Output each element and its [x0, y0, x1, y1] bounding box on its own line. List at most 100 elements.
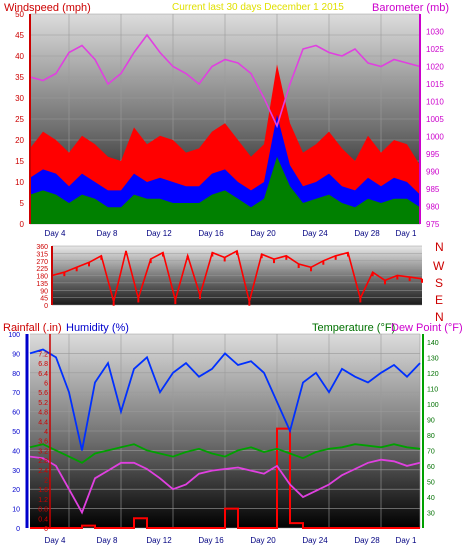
direction-letter-n-bottom: N	[435, 310, 444, 324]
baro-y-tick-label: 1010	[426, 98, 444, 107]
rain-y-tick-label: 6.8	[38, 361, 48, 368]
direction-y-tick-label: 360	[36, 244, 48, 251]
rain-y-tick-label: 5.2	[38, 400, 48, 407]
direction-y-tick-label: 225	[36, 266, 48, 273]
rainfall-line	[30, 427, 420, 529]
humidity-y-tick-label: 90	[12, 351, 20, 358]
baro-y-tick-label: 990	[426, 168, 440, 177]
wind-y-tick-label: 15	[15, 157, 24, 166]
rain-y-tick-label: 1.2	[38, 497, 48, 504]
rain-y-tick-label: 4	[44, 429, 48, 436]
humidity-y-tick-label: 70	[12, 390, 20, 397]
wind-average-area	[30, 114, 420, 224]
rain-title: Rainfall (.in)	[3, 322, 62, 334]
wind-y-tick-label: 50	[15, 10, 24, 19]
baro-y-tick-label: 1025	[426, 45, 444, 54]
wind-y-tick-label: 10	[15, 178, 24, 187]
rain-y-tick-label: 4.4	[38, 419, 48, 426]
barometer-series	[29, 33, 421, 129]
rain-y-tick-label: 6	[44, 381, 48, 388]
direction-y-tick-label: 90	[40, 288, 48, 295]
rain-y-tick-label: 3.2	[38, 448, 48, 455]
lower-x-tick-label: Day 1	[396, 536, 417, 545]
wind-y-tick-label: 40	[15, 52, 24, 61]
wind-series	[30, 64, 420, 225]
baro-y-tick-label: 980	[426, 203, 440, 212]
dewpoint-line	[29, 455, 421, 515]
wind-title: Windspeed (mph)	[4, 2, 91, 14]
wind-y-tick-label: 0	[20, 220, 25, 229]
temp-y-tick-label: 40	[427, 495, 435, 502]
humidity-y-tick-label: 50	[12, 429, 20, 436]
direction-y-tick-label: 135	[36, 281, 48, 288]
direction-y-tick-label: 45	[40, 296, 48, 303]
rain-y-tick-label: 0.4	[38, 516, 48, 523]
rain-y-tick-label: 2	[44, 478, 48, 485]
lower-x-tick-label: Day 4	[45, 536, 66, 545]
rain-y-tick-label: 7.2	[38, 351, 48, 358]
temp-y-tick-label: 30	[427, 510, 435, 517]
humidity-y-tick-label: 80	[12, 371, 20, 378]
rain-y-tick-label: 0.8	[38, 507, 48, 514]
rain-y-tick-label: 0	[44, 526, 48, 533]
direction-series	[51, 249, 423, 306]
temperature-line	[29, 443, 421, 464]
rain-y-tick-label: 2.8	[38, 458, 48, 465]
temp-y-tick-label: 140	[427, 340, 439, 347]
humidity-y-tick-label: 30	[12, 468, 20, 475]
lower-x-tick-label: Day 8	[97, 536, 118, 545]
barometer-line	[29, 33, 421, 129]
direction-letter-n-top: N	[435, 240, 444, 254]
temp-y-tick-label: 130	[427, 355, 439, 362]
baro-y-tick-label: 1005	[426, 115, 444, 124]
rain-y-tick-label: 4.8	[38, 410, 48, 417]
direction-y-tick-label: 270	[36, 259, 48, 266]
direction-letter-w: W	[433, 259, 445, 273]
wind-x-tick-label: Day 8	[97, 229, 118, 238]
wind-y-tick-label: 45	[15, 31, 24, 40]
humidity-y-tick-label: 20	[12, 487, 20, 494]
lower-x-tick-label: Day 12	[146, 536, 172, 545]
humidity-y-tick-label: 0	[16, 526, 20, 533]
humidity-title: Humidity (%)	[66, 322, 129, 334]
baro-y-tick-label: 1015	[426, 80, 444, 89]
wind-x-tick-label: Day 12	[146, 229, 172, 238]
baro-y-tick-label: 995	[426, 150, 440, 159]
wind-y-tick-label: 30	[15, 94, 24, 103]
wind-y-tick-label: 20	[15, 136, 24, 145]
lower-x-tick-label: Day 28	[354, 536, 380, 545]
temp-y-tick-label: 110	[427, 386, 438, 393]
baro-y-tick-label: 1000	[426, 133, 444, 142]
baro-y-tick-label: 1020	[426, 63, 444, 72]
direction-y-tick-label: 180	[36, 274, 48, 281]
humidity-y-tick-label: 60	[12, 410, 20, 417]
temp-y-tick-label: 70	[427, 448, 435, 455]
baro-y-tick-label: 975	[426, 220, 440, 229]
wind-x-tick-label: Day 4	[45, 229, 66, 238]
direction-line	[51, 249, 423, 304]
wind-x-tick-label: Day 28	[354, 229, 380, 238]
wind-x-tick-label: Day 16	[198, 229, 224, 238]
lower-series	[29, 348, 421, 529]
baro-y-tick-label: 985	[426, 185, 440, 194]
temp-y-tick-label: 60	[427, 464, 435, 471]
temp-y-tick-label: 120	[427, 371, 439, 378]
lower-x-tick-label: Day 24	[302, 536, 328, 545]
temp-y-tick-label: 80	[427, 433, 435, 440]
direction-y-tick-label: 0	[44, 303, 48, 310]
humidity-y-tick-label: 40	[12, 448, 20, 455]
temp-y-tick-label: 50	[427, 479, 435, 486]
wind-y-tick-label: 35	[15, 73, 24, 82]
direction-y-tick-label: 315	[36, 251, 48, 258]
temp-y-tick-label: 90	[427, 417, 435, 424]
temperature-title: Temperature (°F)	[312, 322, 395, 334]
barometer-title: Barometer (mb)	[372, 2, 449, 14]
wind-x-tick-label: Day 1	[396, 229, 417, 238]
wind-x-tick-label: Day 20	[250, 229, 276, 238]
baro-y-tick-label: 1030	[426, 28, 444, 37]
wind-low-area	[30, 156, 420, 224]
lower-x-tick-label: Day 16	[198, 536, 224, 545]
direction-letter-e: E	[435, 293, 443, 307]
